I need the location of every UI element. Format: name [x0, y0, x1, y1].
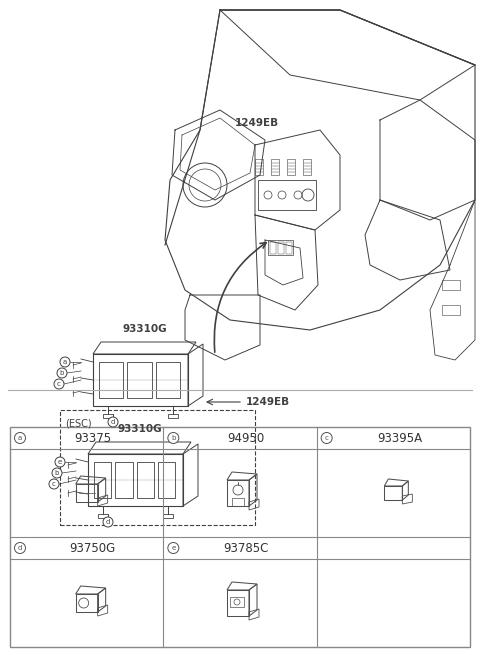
Bar [442, 280, 460, 290]
Bar [258, 180, 316, 210]
Text: d: d [18, 545, 22, 551]
Bar [103, 414, 113, 418]
Bar [127, 362, 152, 398]
Text: d: d [111, 419, 115, 425]
Text: (ESC): (ESC) [65, 418, 92, 428]
Text: 93395A: 93395A [377, 432, 422, 445]
Bar [168, 414, 178, 418]
Text: a: a [63, 359, 67, 365]
Bar [286, 242, 292, 254]
Text: e: e [171, 545, 176, 551]
Bar [270, 242, 276, 254]
Text: 93375: 93375 [74, 432, 111, 445]
Bar [442, 305, 460, 315]
Text: 93785C: 93785C [223, 542, 269, 555]
Text: 1249EB: 1249EB [246, 397, 290, 407]
Bar [163, 514, 173, 518]
Bar [255, 159, 263, 175]
Circle shape [54, 379, 64, 389]
Text: c: c [57, 381, 61, 387]
Circle shape [168, 542, 179, 553]
Bar [232, 498, 244, 506]
Bar [303, 159, 311, 175]
Bar [99, 362, 123, 398]
Circle shape [60, 357, 70, 367]
Bar [115, 462, 132, 498]
Circle shape [14, 432, 25, 443]
Circle shape [57, 368, 67, 378]
Circle shape [55, 457, 65, 467]
Text: c: c [325, 435, 329, 441]
Bar [230, 597, 244, 607]
Bar [136, 462, 154, 498]
Bar [271, 159, 279, 175]
Text: 94950: 94950 [228, 432, 264, 445]
Circle shape [108, 417, 118, 427]
Circle shape [14, 542, 25, 553]
Bar [158, 462, 175, 498]
Bar [10, 427, 470, 647]
Text: b: b [60, 370, 64, 376]
Text: a: a [18, 435, 22, 441]
Bar [94, 462, 111, 498]
Bar [278, 242, 284, 254]
Text: d: d [106, 519, 110, 525]
Text: 93750G: 93750G [70, 542, 116, 555]
Circle shape [168, 432, 179, 443]
Bar [287, 159, 295, 175]
Circle shape [321, 432, 332, 443]
Circle shape [103, 517, 113, 527]
Bar [156, 362, 180, 398]
Bar [98, 514, 108, 518]
Text: 93310G: 93310G [118, 424, 162, 434]
Text: 1249EB: 1249EB [235, 118, 279, 128]
Text: b: b [55, 470, 59, 476]
Text: 93310G: 93310G [123, 324, 168, 334]
Text: e: e [58, 459, 62, 465]
Text: c: c [52, 481, 56, 487]
Bar [60, 410, 255, 525]
Circle shape [52, 468, 62, 478]
Circle shape [49, 479, 59, 489]
Text: b: b [171, 435, 176, 441]
Bar [268, 240, 293, 255]
